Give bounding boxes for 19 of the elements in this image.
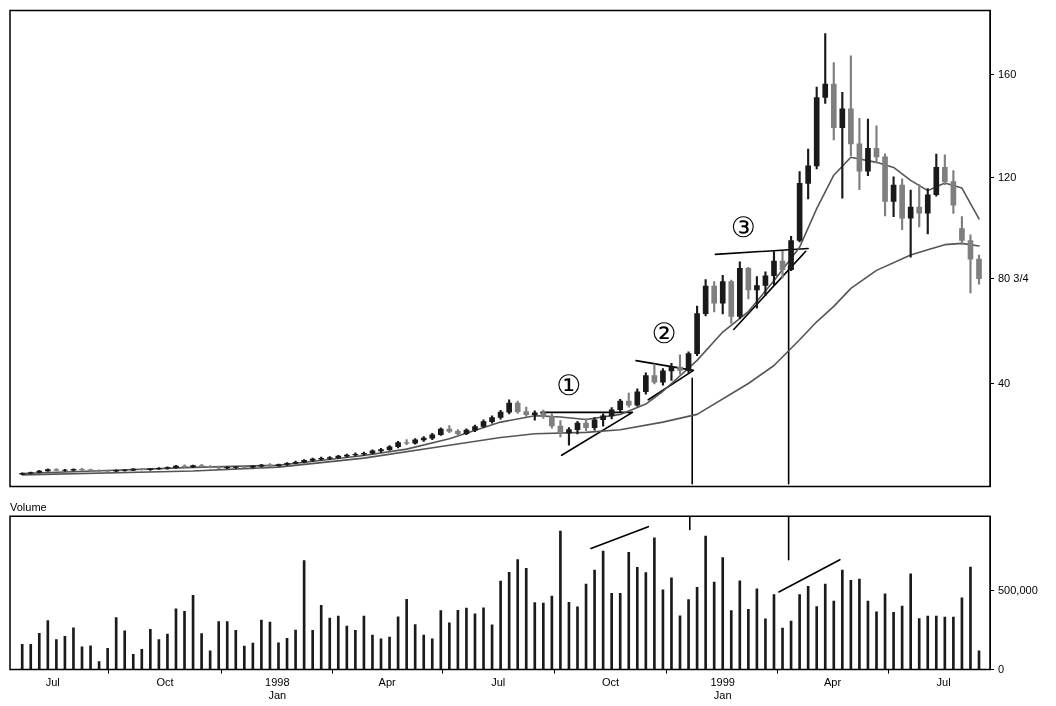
annotation: ③	[730, 210, 756, 244]
chart-title: Volume	[10, 500, 47, 513]
x-tick-label: Jul	[936, 676, 951, 689]
x-tick-label: Apr	[824, 676, 842, 689]
y-tick-label: 40	[998, 376, 1011, 389]
x-tick-label: Jul	[491, 676, 506, 689]
x-tick-label: 1999 Jan	[710, 676, 735, 702]
y-tick-label: 160	[998, 67, 1017, 80]
y-tick-label: 80 3/4	[998, 271, 1029, 284]
x-tick-label: 1998 Jan	[265, 676, 290, 702]
y-tick-label: 500,000	[998, 583, 1038, 596]
x-tick-label: Oct	[601, 676, 620, 689]
annotation: ①	[556, 368, 582, 402]
x-tick-label: Jul	[45, 676, 60, 689]
annotation: ②	[651, 316, 677, 350]
y-tick-label: 0	[998, 662, 1005, 675]
y-tick-label: 120	[998, 170, 1017, 183]
x-tick-label: Oct	[156, 676, 174, 689]
x-tick-label: Apr	[378, 676, 396, 689]
